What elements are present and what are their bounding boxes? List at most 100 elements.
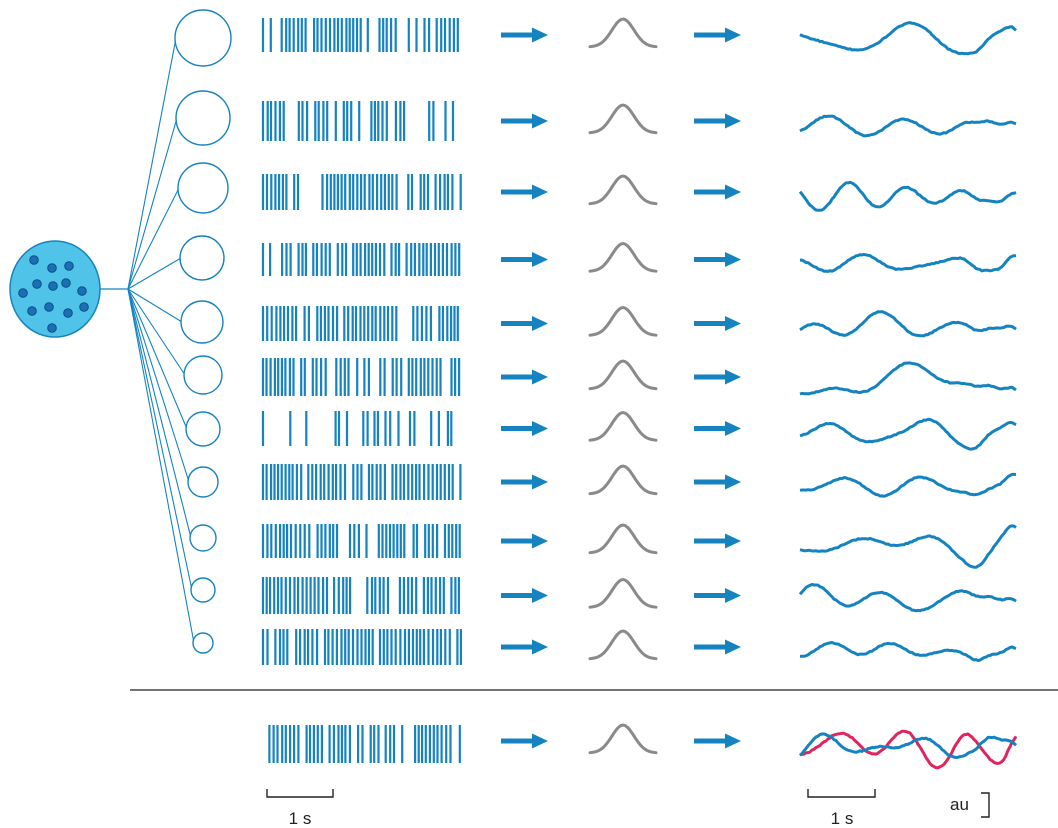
right-arrow-icon: [694, 113, 741, 129]
neuron-circle-icon: [183, 355, 223, 395]
neuron-circle-icon: [187, 466, 219, 498]
smoothed-rate-trace: [800, 252, 1016, 273]
neuron-row: [179, 235, 1016, 281]
fan-line: [127, 117, 178, 290]
smoothed-rate-trace: [799, 417, 1017, 451]
spike-train: [261, 243, 461, 276]
gaussian-kernel-icon: [588, 629, 658, 661]
right-arrow-icon: [501, 27, 548, 43]
population-member-dot: [79, 302, 89, 312]
neuron-row: [189, 523, 1017, 569]
right-arrow-icon: [501, 113, 548, 129]
population-rate-trace: [798, 732, 1018, 759]
trace-time-scale-bar: [807, 789, 876, 798]
smoothed-rate-trace: [799, 114, 1017, 138]
right-arrow-icon: [501, 316, 548, 331]
fan-line: [127, 288, 186, 376]
right-arrow-icon: [694, 474, 741, 490]
fan-line: [127, 37, 177, 290]
gaussian-kernel-icon: [588, 577, 658, 609]
right-arrow-icon: [501, 184, 548, 200]
population-member-dot: [47, 323, 57, 333]
right-arrow-icon: [694, 252, 741, 267]
right-arrow-icon: [501, 252, 548, 267]
population-member-dot: [32, 279, 42, 289]
population-member-dot: [18, 288, 28, 298]
smoothed-rate-trace: [798, 583, 1017, 613]
right-arrow-icon: [501, 421, 548, 436]
right-arrow-icon: [501, 639, 548, 655]
population-member-dot: [27, 306, 37, 316]
neuron-row: [174, 9, 1018, 67]
neuron-circle-icon: [175, 90, 231, 146]
gaussian-kernel-icon: [588, 464, 658, 496]
gaussian-kernel-icon: [588, 523, 658, 555]
smoothed-rate-trace: [799, 310, 1017, 338]
right-arrow-icon: [694, 733, 741, 749]
population-member-dot: [64, 261, 74, 271]
spike-train: [261, 577, 460, 614]
neuron-row: [175, 90, 1017, 146]
neuron-circle-icon: [190, 577, 216, 603]
scale-bars: 1 s 1 s au: [266, 789, 990, 828]
gaussian-kernel-icon: [588, 359, 658, 391]
smoothed-rate-trace: [799, 472, 1017, 498]
fan-connection-lines: [100, 37, 195, 644]
smoothed-rate-trace: [799, 524, 1017, 569]
neuron-circle-icon: [185, 411, 221, 447]
right-arrow-icon: [694, 588, 741, 603]
spike-train: [261, 358, 461, 396]
right-arrow-icon: [501, 533, 548, 549]
right-arrow-icon: [694, 184, 741, 200]
neuron-circle-icon: [179, 235, 225, 281]
neuron-circle-icon: [192, 632, 214, 654]
right-arrow-icon: [694, 316, 741, 331]
right-arrow-icon: [694, 639, 741, 655]
gaussian-kernel-icon: [588, 103, 658, 135]
smoothed-rate-trace: [799, 361, 1017, 396]
neuron-row: [187, 464, 1017, 500]
neuron-row: [177, 162, 1017, 214]
spike-time-scale-label: 1 s: [289, 809, 312, 828]
neuron-circle-icon: [189, 524, 217, 552]
population-member-dot: [61, 278, 71, 288]
neuron-circle-icon: [174, 9, 232, 67]
fan-line: [127, 288, 190, 483]
population-member-dot: [29, 255, 39, 265]
neuron-row: [192, 629, 1017, 665]
spike-train: [268, 725, 461, 763]
right-arrow-icon: [501, 369, 548, 385]
gaussian-kernel-icon: [588, 410, 658, 442]
neuron-rows: [174, 9, 1018, 665]
spike-train: [261, 18, 459, 52]
population-member-dot: [47, 263, 57, 273]
population-member-dot: [48, 281, 58, 291]
right-arrow-icon: [501, 733, 548, 749]
spike-time-scale-bar: [266, 789, 334, 798]
spike-train: [261, 306, 459, 341]
neuron-population-icon: [9, 240, 101, 338]
right-arrow-icon: [501, 474, 548, 490]
neuron-circle-icon: [180, 300, 224, 344]
gaussian-kernel-icon: [588, 305, 658, 337]
population-summary-row: [268, 723, 1018, 770]
fan-line: [127, 288, 192, 539]
neuron-row: [180, 300, 1017, 344]
population-member-dot: [77, 286, 87, 296]
right-arrow-icon: [694, 369, 741, 385]
spike-train: [261, 629, 462, 665]
gaussian-kernel-icon: [588, 174, 658, 206]
fan-line: [127, 187, 180, 290]
population-member-dot: [44, 302, 54, 312]
fan-line: [127, 288, 195, 644]
neuron-row: [190, 577, 1017, 614]
population-member-dot: [63, 308, 73, 318]
fan-line: [127, 288, 188, 430]
right-arrow-icon: [694, 27, 741, 43]
smoothed-rate-trace: [799, 641, 1017, 662]
spike-train: [261, 101, 455, 141]
spike-train: [261, 464, 462, 500]
neuron-row: [185, 410, 1017, 451]
smoothed-rate-trace: [798, 180, 1017, 212]
